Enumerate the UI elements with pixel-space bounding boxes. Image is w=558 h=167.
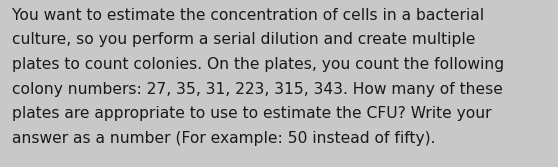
Text: plates are appropriate to use to estimate the CFU? Write your: plates are appropriate to use to estimat… — [12, 106, 492, 121]
Text: You want to estimate the concentration of cells in a bacterial: You want to estimate the concentration o… — [12, 8, 484, 23]
Text: plates to count colonies. On the plates, you count the following: plates to count colonies. On the plates,… — [12, 57, 504, 72]
Text: culture, so you perform a serial dilution and create multiple: culture, so you perform a serial dilutio… — [12, 32, 475, 47]
Text: answer as a number (For example: 50 instead of fifty).: answer as a number (For example: 50 inst… — [12, 131, 436, 146]
Text: colony numbers: 27, 35, 31, 223, 315, 343. How many of these: colony numbers: 27, 35, 31, 223, 315, 34… — [12, 82, 503, 97]
